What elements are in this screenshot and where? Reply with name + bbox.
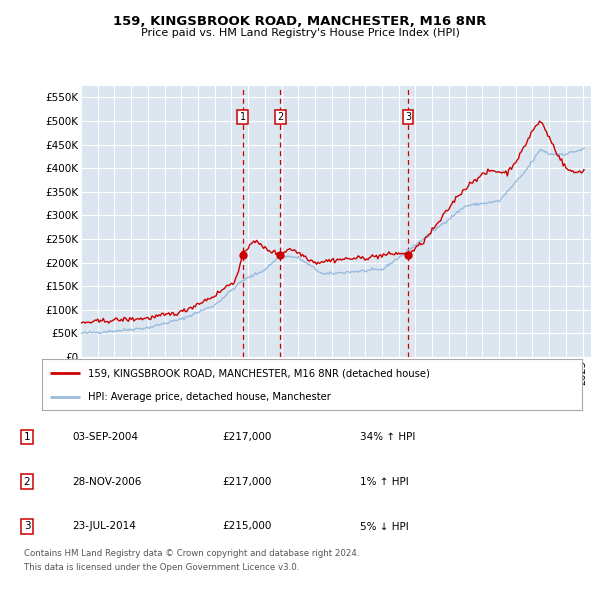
Text: 34% ↑ HPI: 34% ↑ HPI (360, 432, 415, 442)
Text: HPI: Average price, detached house, Manchester: HPI: Average price, detached house, Manc… (88, 392, 331, 402)
Text: £217,000: £217,000 (222, 477, 271, 487)
Text: 2: 2 (277, 112, 283, 122)
Text: 159, KINGSBROOK ROAD, MANCHESTER, M16 8NR: 159, KINGSBROOK ROAD, MANCHESTER, M16 8N… (113, 15, 487, 28)
Text: 1: 1 (239, 112, 246, 122)
Text: 2: 2 (23, 477, 31, 487)
Text: 3: 3 (23, 522, 31, 532)
Text: 1% ↑ HPI: 1% ↑ HPI (360, 477, 409, 487)
Text: 3: 3 (405, 112, 411, 122)
Text: £217,000: £217,000 (222, 432, 271, 442)
Text: Contains HM Land Registry data © Crown copyright and database right 2024.: Contains HM Land Registry data © Crown c… (24, 549, 359, 558)
Text: £215,000: £215,000 (222, 522, 271, 532)
Text: Price paid vs. HM Land Registry's House Price Index (HPI): Price paid vs. HM Land Registry's House … (140, 28, 460, 38)
Text: 23-JUL-2014: 23-JUL-2014 (72, 522, 136, 532)
Text: 03-SEP-2004: 03-SEP-2004 (72, 432, 138, 442)
Text: 28-NOV-2006: 28-NOV-2006 (72, 477, 142, 487)
Text: 5% ↓ HPI: 5% ↓ HPI (360, 522, 409, 532)
Text: This data is licensed under the Open Government Licence v3.0.: This data is licensed under the Open Gov… (24, 563, 299, 572)
Text: 1: 1 (23, 432, 31, 442)
Text: 159, KINGSBROOK ROAD, MANCHESTER, M16 8NR (detached house): 159, KINGSBROOK ROAD, MANCHESTER, M16 8N… (88, 368, 430, 378)
